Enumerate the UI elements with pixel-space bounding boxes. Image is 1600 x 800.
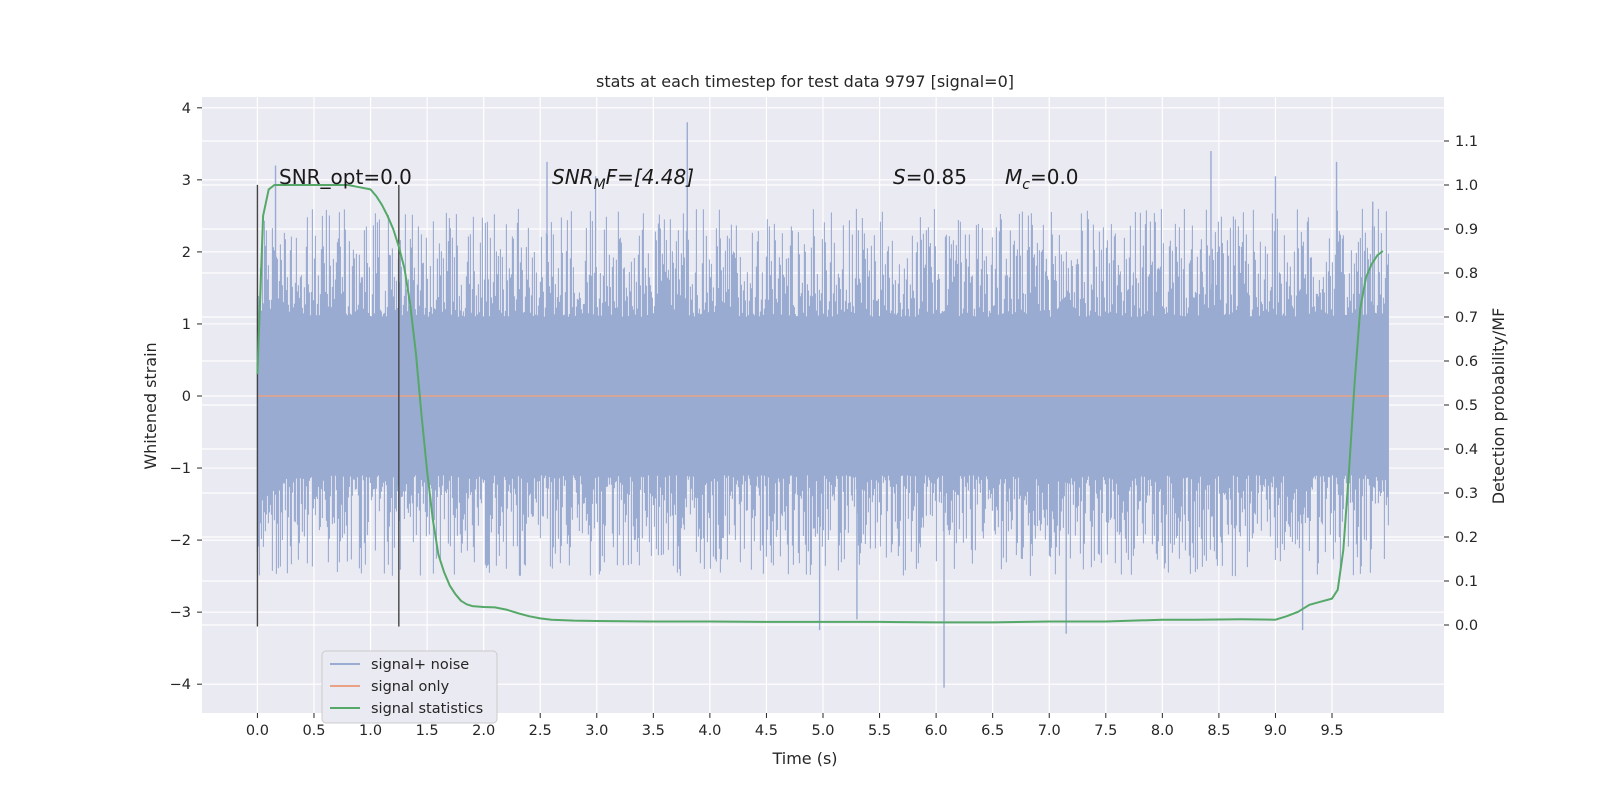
x-tick-label: 9.0 — [1264, 723, 1287, 739]
x-tick-label: 8.5 — [1207, 723, 1230, 739]
y-tick-label: 1 — [182, 317, 191, 333]
x-tick-label: 3.0 — [585, 723, 608, 739]
x-tick-label: 4.0 — [698, 723, 721, 739]
x-tick-label: 7.5 — [1094, 723, 1117, 739]
y-right-tick-label: 0.9 — [1455, 222, 1478, 238]
y-right-tick-label: 0.1 — [1455, 574, 1478, 590]
legend-label-signal-noise: signal+ noise — [371, 657, 469, 673]
chart-title: stats at each timestep for test data 979… — [596, 72, 1014, 91]
y-tick-label: 0 — [182, 389, 191, 405]
y-right-tick-label: 1.1 — [1455, 134, 1478, 150]
annotation-snr-opt: SNR_opt=0.0 — [279, 165, 412, 189]
x-tick-label: 6.0 — [925, 723, 948, 739]
y-tick-label: −2 — [170, 533, 191, 549]
y-right-tick-label: 0.5 — [1455, 398, 1478, 414]
x-tick-label: 8.0 — [1151, 723, 1174, 739]
y-tick-label: 3 — [182, 173, 191, 189]
y-tick-label: −3 — [170, 605, 191, 621]
x-tick-label: 2.5 — [529, 723, 552, 739]
y-right-tick-label: 0.6 — [1455, 354, 1478, 370]
x-tick-label: 0.5 — [302, 723, 325, 739]
y-right-tick-label: 0.4 — [1455, 442, 1478, 458]
y-tick-label: −1 — [170, 461, 191, 477]
y-right-tick-label: 0.2 — [1455, 530, 1478, 546]
annotation-s: S=0.85 — [893, 165, 967, 189]
y-right-tick-label: 0.8 — [1455, 266, 1478, 282]
y-tick-label: −4 — [170, 677, 191, 693]
x-tick-label: 5.5 — [868, 723, 891, 739]
y-right-tick-label: 0.7 — [1455, 310, 1478, 326]
x-axis-label: Time (s) — [771, 749, 837, 768]
x-tick-label: 2.0 — [472, 723, 495, 739]
x-tick-label: 0.0 — [246, 723, 269, 739]
x-tick-label: 4.5 — [755, 723, 778, 739]
legend-label-signal-only: signal only — [371, 679, 450, 695]
y-right-tick-label: 1.0 — [1455, 178, 1478, 194]
legend: signal+ noise signal only signal statist… — [321, 650, 498, 724]
x-tick-label: 7.0 — [1038, 723, 1061, 739]
y-right-tick-label: 0.3 — [1455, 486, 1478, 502]
x-tick-label: 9.5 — [1320, 723, 1343, 739]
y-tick-label: 4 — [182, 101, 191, 117]
marker-lines — [256, 184, 400, 627]
y-axis-ticks: −4 −3 −2 −1 0 1 2 3 4 — [170, 101, 202, 693]
legend-label-signal-statistics: signal statistics — [371, 701, 483, 717]
y-right-tick-label: 0.0 — [1455, 618, 1478, 634]
x-tick-label: 6.5 — [981, 723, 1004, 739]
x-tick-label: 5.0 — [811, 723, 834, 739]
y-axis-right-label: Detection probability/MF — [1489, 308, 1508, 505]
y-axis-label: Whitened strain — [141, 342, 160, 469]
signal-statistics-series — [256, 184, 1384, 624]
y-axis-right-ticks: 0.0 0.1 0.2 0.3 0.4 0.5 0.6 0.7 0.8 0.9 1.0 1.1 — [1444, 134, 1478, 634]
legend-box — [321, 650, 498, 724]
y-tick-label: 2 — [182, 245, 191, 261]
x-tick-label: 1.5 — [416, 723, 439, 739]
x-tick-label: 3.5 — [642, 723, 665, 739]
x-tick-label: 1.0 — [359, 723, 382, 739]
annotation-mc: Mc=0.0 — [1005, 165, 1079, 193]
signal-statistics-line — [256, 184, 1384, 624]
x-axis-ticks: 0.0 0.5 1.0 1.5 2.0 2.5 3.0 3.5 4.0 4.5 5.0 5.5 6.0 6… — [246, 713, 1344, 739]
annotation-snr-mf: SNRMF=[4.48] — [552, 165, 694, 193]
